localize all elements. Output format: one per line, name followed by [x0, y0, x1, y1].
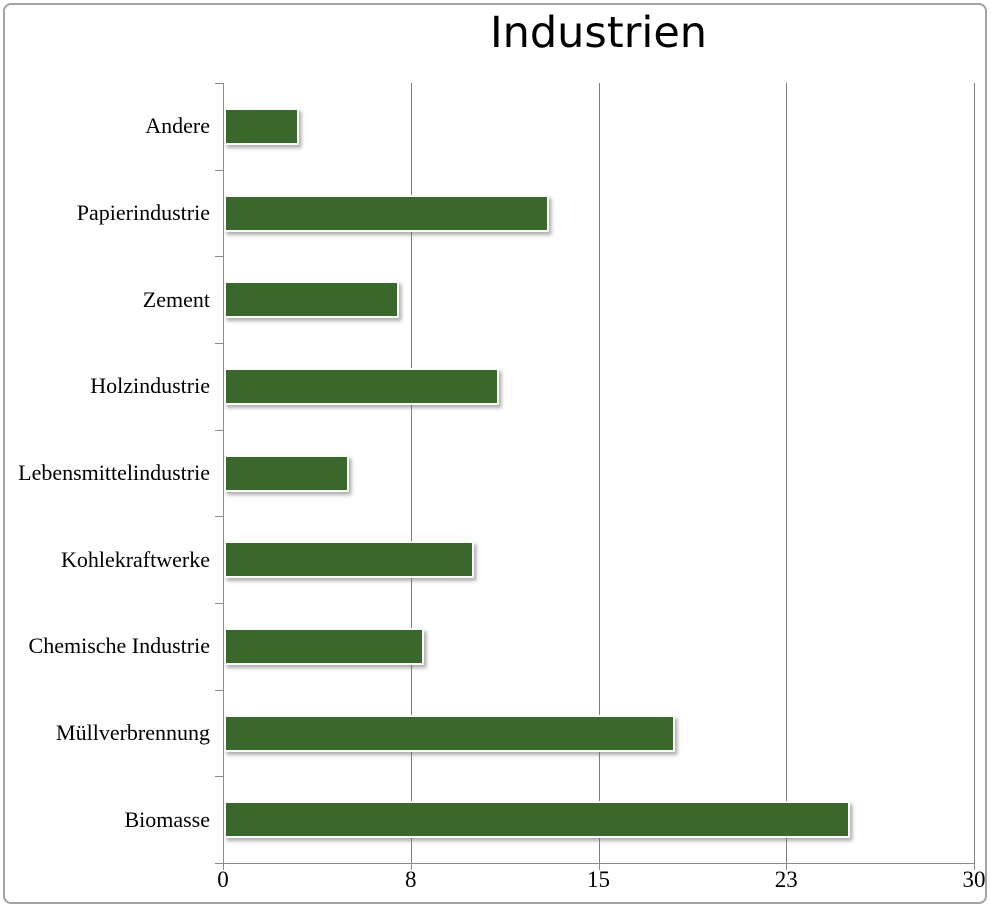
bar-kohlekraftwerke	[224, 541, 474, 578]
bar-m-llverbrennung	[224, 715, 675, 752]
category-label: Chemische Industrie	[28, 633, 210, 659]
category-axis-labels: Andere Papierindustrie Zement Holzindustrie…	[0, 83, 210, 863]
chart-title: Industrien	[489, 8, 708, 58]
bar-holzindustrie	[224, 368, 499, 405]
gridline	[974, 83, 975, 863]
category-label: Kohlekraftwerke	[60, 546, 210, 572]
category-label: Zement	[142, 286, 210, 312]
x-axis-tick	[786, 864, 788, 870]
category-label: Papierindustrie	[76, 199, 210, 225]
category-label: Lebensmittelindustrie	[18, 459, 210, 485]
y-axis-tick	[215, 170, 223, 171]
y-axis-tick	[215, 256, 223, 257]
bar-andere	[224, 108, 299, 145]
y-axis-tick	[215, 343, 223, 344]
y-axis-tick	[215, 83, 223, 84]
category-label: Müllverbrennung	[56, 719, 210, 745]
x-tick-label: 23	[774, 867, 798, 892]
y-axis-tick	[215, 603, 223, 604]
x-tick-label: 0	[217, 867, 229, 892]
x-tick-label: 30	[962, 867, 986, 892]
x-axis-tick	[223, 864, 224, 870]
x-tick-label: 15	[587, 867, 610, 892]
gridline	[786, 83, 788, 863]
bar-zement	[224, 281, 399, 318]
x-axis-tick	[410, 864, 412, 870]
bar-lebensmittelindustrie	[224, 455, 349, 492]
y-axis-tick	[215, 863, 223, 864]
x-axis-line	[222, 863, 975, 864]
bar-papierindustrie	[224, 195, 549, 232]
x-axis-tick	[974, 864, 975, 870]
x-axis-tick	[598, 864, 600, 870]
plot-area	[215, 83, 975, 870]
y-axis-tick	[215, 776, 223, 777]
gridline	[410, 83, 412, 863]
y-axis-tick	[215, 690, 223, 691]
category-label: Holzindustrie	[90, 373, 210, 399]
x-tick-label: 8	[405, 867, 417, 892]
gridline	[598, 83, 600, 863]
bar-chemische-industrie	[224, 628, 424, 665]
y-axis-tick	[215, 430, 223, 431]
x-axis-tick-labels: 0 8 15 23 30	[0, 866, 991, 898]
y-axis-line	[223, 83, 224, 869]
category-label: Andere	[145, 113, 210, 139]
y-axis-tick	[215, 516, 223, 517]
bar-biomasse	[224, 801, 850, 838]
category-label: Biomasse	[124, 806, 210, 832]
